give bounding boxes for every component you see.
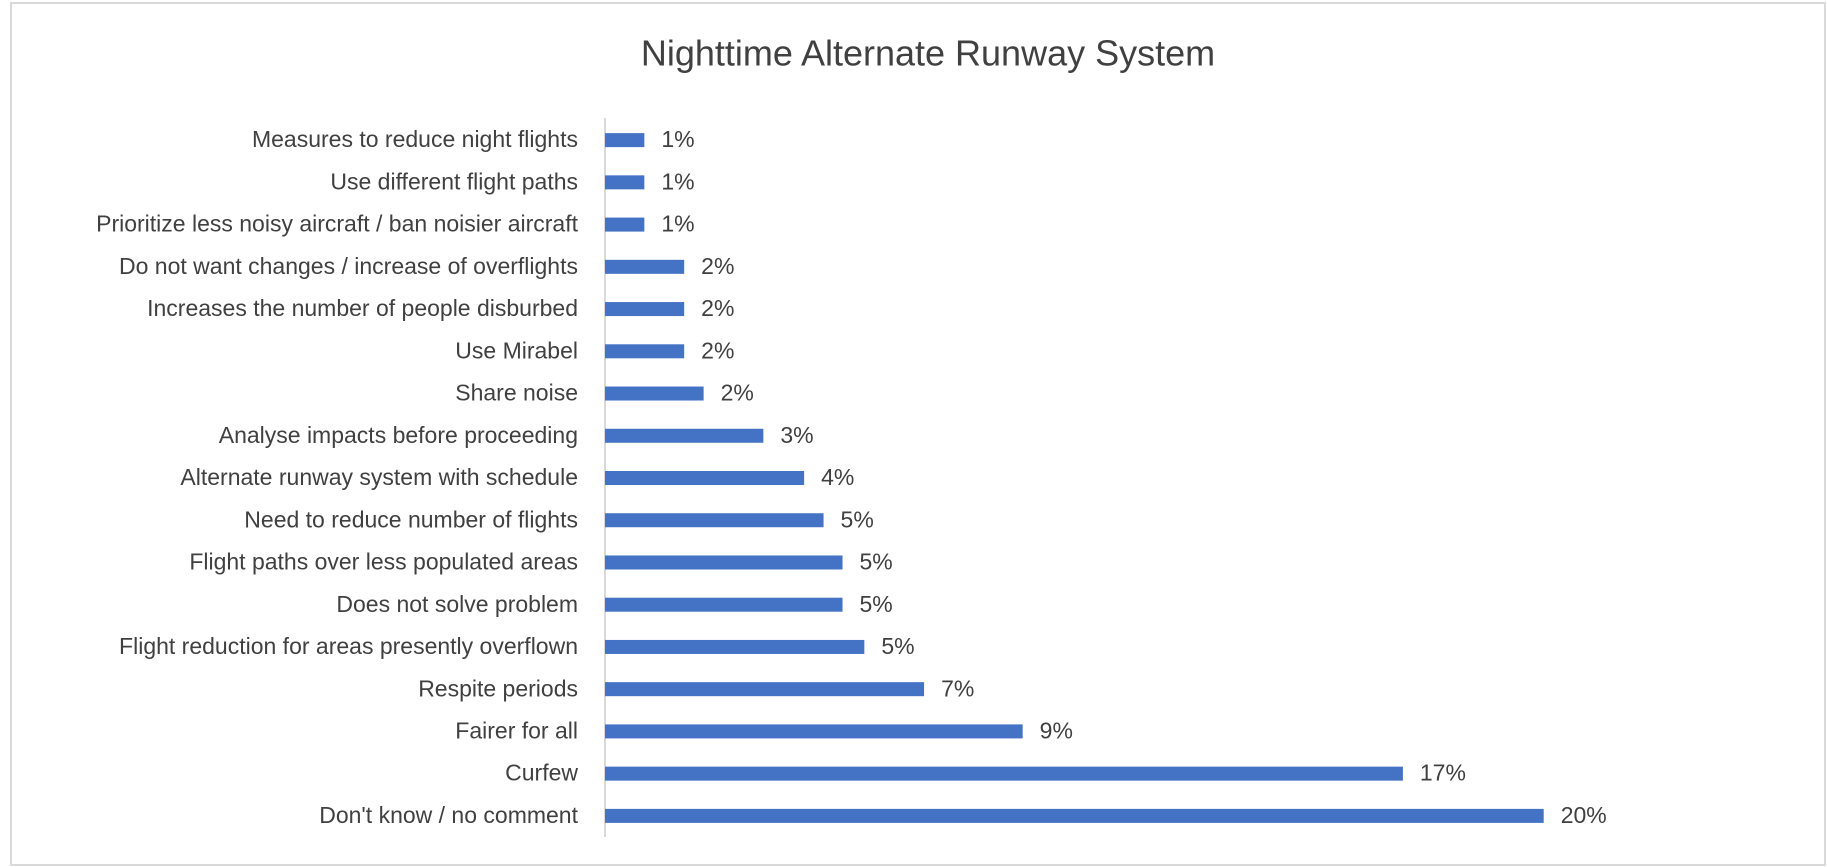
bar: [605, 344, 685, 359]
data-label: 20%: [1561, 802, 1607, 828]
bar: [605, 175, 645, 190]
data-label: 2%: [701, 337, 734, 363]
y-tick-label: Curfew: [505, 760, 578, 786]
y-tick-label: Flight paths over less populated areas: [189, 549, 578, 575]
data-label: 5%: [860, 549, 893, 575]
y-tick-label: Use Mirabel: [455, 337, 578, 363]
y-tick-label: Alternate runway system with schedule: [180, 464, 578, 490]
chart-title: Nighttime Alternate Runway System: [641, 33, 1215, 74]
bar: [605, 471, 805, 485]
data-label: 1%: [661, 126, 694, 152]
data-label: 1%: [661, 168, 694, 194]
data-label: 5%: [860, 591, 893, 617]
y-tick-label: Analyse impacts before proceeding: [219, 422, 578, 448]
bar: [605, 302, 685, 317]
data-label: 1%: [661, 211, 694, 237]
y-tick-label: Does not solve problem: [336, 591, 578, 617]
data-label: 17%: [1420, 760, 1466, 786]
bar: [605, 724, 1023, 739]
y-tick-label: Use different flight paths: [330, 168, 578, 194]
data-label: 9%: [1040, 717, 1073, 743]
bar: [605, 386, 704, 401]
data-label: 5%: [841, 506, 874, 532]
bar: [605, 766, 1403, 781]
y-tick-label: Share noise: [455, 380, 578, 406]
bar: [605, 217, 645, 232]
data-label: 3%: [780, 422, 813, 448]
data-label: 7%: [941, 675, 974, 701]
bar: [605, 555, 843, 570]
y-tick-label: Prioritize less noisy aircraft / ban noi…: [96, 211, 578, 237]
bar: [605, 133, 645, 148]
y-tick-label: Need to reduce number of flights: [244, 506, 578, 532]
y-tick-label: Don't know / no comment: [319, 802, 578, 828]
bar: [605, 597, 843, 612]
y-tick-label: Measures to reduce night flights: [252, 126, 578, 152]
data-label: 5%: [881, 633, 914, 659]
data-label: 2%: [701, 295, 734, 321]
bar: [605, 682, 925, 697]
bar: [605, 513, 824, 528]
bar: [605, 808, 1544, 823]
bar: [605, 639, 865, 654]
y-tick-label: Flight reduction for areas presently ove…: [119, 633, 578, 659]
y-tick-label: Fairer for all: [455, 717, 578, 743]
data-label: 2%: [701, 253, 734, 279]
chart-frame: [10, 2, 1826, 866]
data-label: 4%: [821, 464, 854, 490]
y-tick-label: Respite periods: [418, 675, 578, 701]
bar: [605, 259, 685, 274]
data-label: 2%: [721, 380, 754, 406]
y-tick-label: Increases the number of people disburbed: [147, 295, 578, 321]
y-tick-label: Do not want changes / increase of overfl…: [119, 253, 578, 279]
bar: [605, 428, 764, 443]
